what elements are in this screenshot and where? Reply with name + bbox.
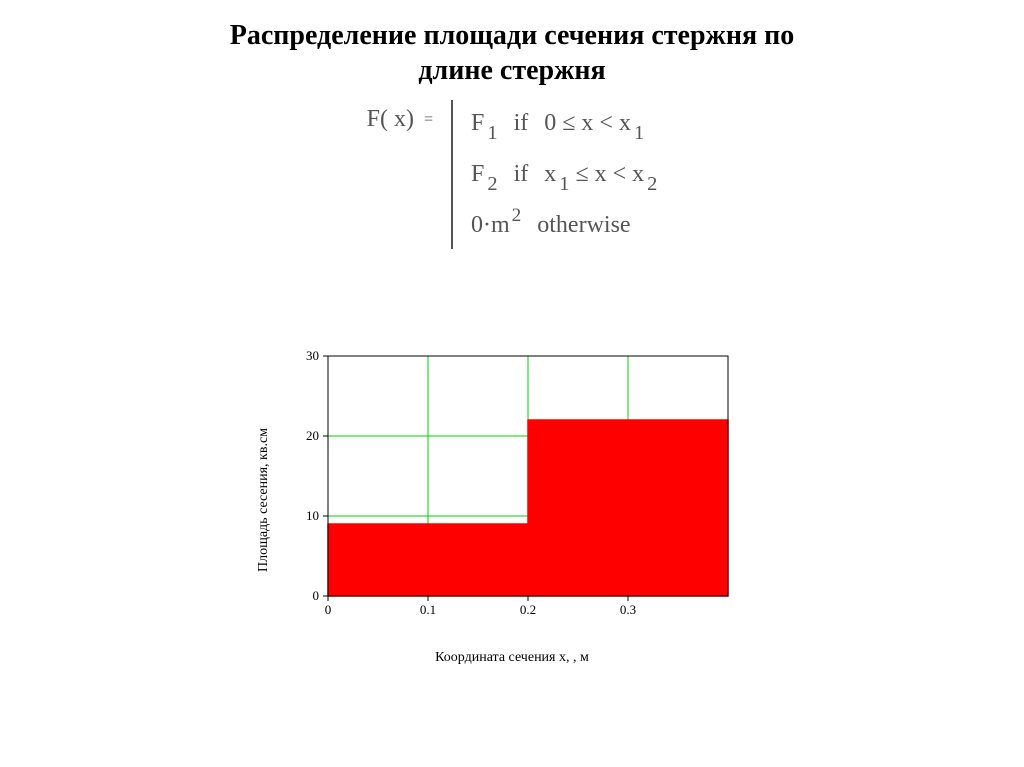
case3-otherwise: otherwise xyxy=(537,212,630,239)
page-title: Распределение площади сечения стержня по… xyxy=(0,0,1024,88)
case1-if: if xyxy=(514,110,529,137)
chart-svg: 0 0.1 0.2 0.3 0 10 20 30 xyxy=(272,340,752,640)
case2-value: F2 xyxy=(471,161,498,188)
equals-sign: = xyxy=(420,111,437,128)
ytick-label: 0 xyxy=(313,588,320,603)
case1-condition: 0 ≤ x < x1 xyxy=(544,110,644,137)
title-line-1: Распределение площади сечения стержня по xyxy=(230,20,795,51)
formula-case-1: F1 if 0 ≤ x < x1 xyxy=(471,110,657,137)
ytick-label: 30 xyxy=(306,348,319,363)
ytick-label: 10 xyxy=(306,508,319,523)
formula-case-2: F2 if x1 ≤ x < x2 xyxy=(471,161,657,188)
ytick-label: 20 xyxy=(306,428,319,443)
chart-xlabel: Координата сечения x, , м xyxy=(435,650,589,666)
case3-value: 0·m2 xyxy=(471,212,521,239)
case1-value: F1 xyxy=(471,110,498,137)
case2-condition: x1 ≤ x < x2 xyxy=(544,161,657,188)
xtick-label: 0.2 xyxy=(520,602,536,617)
formula-cases: F1 if 0 ≤ x < x1 F2 if x1 ≤ x < x2 xyxy=(451,100,657,249)
piecewise-formula: F( x) = F1 if 0 ≤ x < x1 F2 if x1 xyxy=(0,100,1024,249)
xtick-label: 0.1 xyxy=(420,602,436,617)
formula-case-3: 0·m2 otherwise xyxy=(471,212,657,239)
title-line-2: длине стержня xyxy=(418,55,605,86)
chart-ylabel: Площадь сесения, кв.см xyxy=(256,428,272,572)
page: Распределение площади сечения стержня по… xyxy=(0,0,1024,767)
formula-lhs: F( x) = xyxy=(367,100,451,249)
area-chart: Площадь сесения, кв.см 00.10.20.30102030… xyxy=(272,340,752,660)
xtick-label: 0 xyxy=(325,602,332,617)
lhs-text: F( x) xyxy=(367,106,414,132)
case2-if: if xyxy=(514,161,529,188)
xtick-label: 0.3 xyxy=(620,602,636,617)
